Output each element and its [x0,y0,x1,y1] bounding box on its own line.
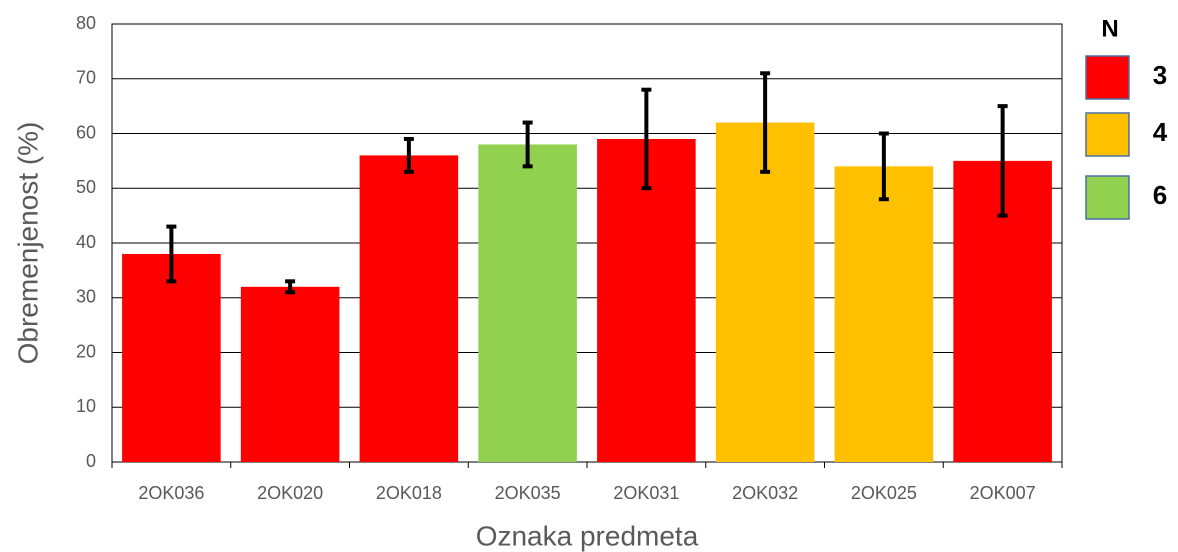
bar [359,155,459,462]
y-tick-label: 80 [76,13,96,33]
y-tick-label: 30 [76,287,96,307]
y-tick-label: 20 [76,341,96,361]
error-bar [760,71,771,174]
x-tick-label: 2OK031 [613,483,679,503]
y-tick-label: 0 [86,451,96,471]
legend-label: 3 [1153,60,1167,90]
bar [122,253,221,462]
y-tick-label: 60 [76,122,96,142]
error-bar [166,224,177,284]
legend-title: N [1101,15,1118,42]
error-bar [285,279,296,295]
x-tick-label: 2OK020 [257,483,323,503]
bar [834,166,934,462]
y-tick-label: 10 [76,396,96,416]
bar [597,138,696,462]
bar [478,144,577,462]
legend-label: 4 [1153,117,1168,147]
legend-swatch [1085,175,1130,220]
legend-swatch [1085,112,1130,157]
y-tick-label: 40 [76,232,96,252]
error-bar [878,131,889,202]
error-bar [997,104,1008,218]
x-axis-label: Oznaka predmeta [476,520,699,551]
y-axis-label: Obremenjenost (%) [12,122,43,365]
legend-swatch [1085,55,1130,100]
legend-label: 6 [1153,180,1167,210]
x-tick-label: 2OK032 [732,483,798,503]
x-tick-label: 2OK036 [138,483,204,503]
bar [715,122,815,463]
x-tick-label: 2OK018 [376,483,442,503]
error-bar [641,87,652,191]
x-tick-label: 2OK007 [970,483,1036,503]
y-tick-label: 50 [76,177,96,197]
error-bar [522,120,533,169]
bar [240,286,340,462]
y-tick-label: 70 [76,68,96,88]
error-bar [403,136,414,174]
x-tick-label: 2OK035 [495,483,561,503]
x-tick-label: 2OK025 [851,483,917,503]
